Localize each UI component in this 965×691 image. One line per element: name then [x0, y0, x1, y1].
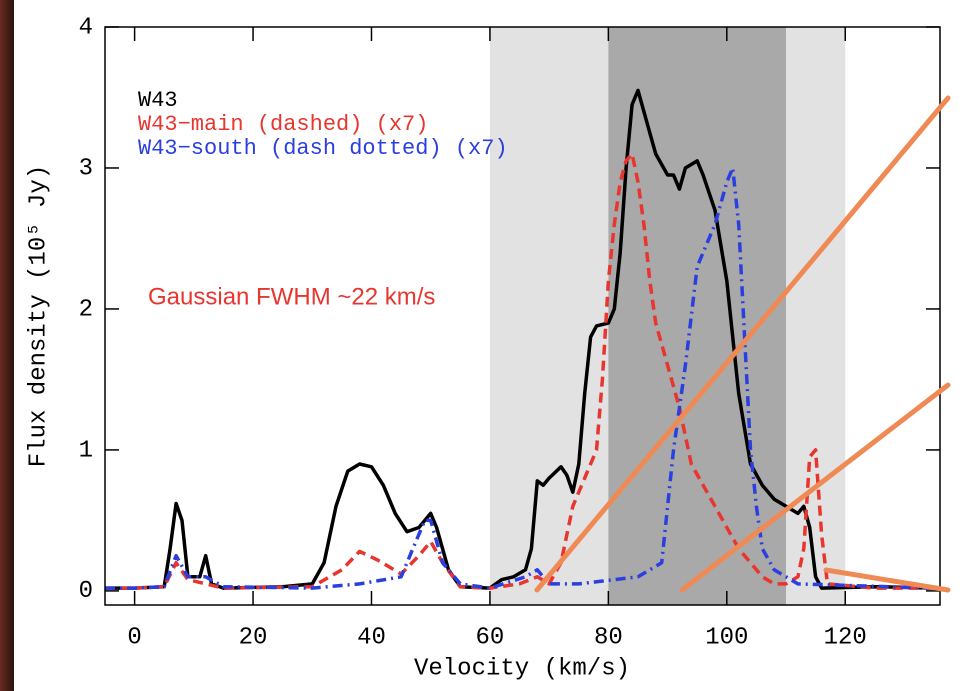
overlay-lines [534, 95, 951, 593]
slide-edge [0, 0, 14, 691]
y-tick-label: 3 [79, 155, 93, 182]
shaded-band [608, 27, 787, 605]
y-tick-label: 2 [79, 296, 93, 323]
x-axis-title: Velocity (km/s) [414, 655, 630, 682]
x-tick-label: 80 [594, 624, 623, 651]
x-tick-label: 20 [239, 624, 268, 651]
x-tick-label: 0 [127, 624, 141, 651]
axes: 0 20 40 60 80 100 120 0 1 2 3 4 [79, 14, 940, 651]
annotation: Gaussian FWHM ~22 km/s [148, 283, 435, 310]
x-tick-label: 120 [824, 624, 867, 651]
overlay-line [534, 95, 951, 593]
series-line [105, 166, 935, 590]
y-tick-label: 1 [79, 437, 93, 464]
series-line [105, 152, 935, 590]
legend-entry: W43−south (dash dotted) (x7) [138, 136, 508, 161]
x-tick-label: 40 [357, 624, 386, 651]
legend-entry: W43 [138, 88, 178, 113]
y-axis-title: Flux density (10⁵ Jy) [25, 165, 52, 467]
shaded-band [786, 27, 846, 605]
shaded-band [489, 27, 609, 605]
y-tick-label: 4 [79, 14, 93, 41]
legend-entry: W43−main (dashed) (x7) [138, 112, 428, 137]
plot-frame [104, 26, 941, 606]
overlay-line [823, 567, 951, 593]
y-tick-label: 0 [79, 578, 93, 605]
x-tick-label: 100 [705, 624, 748, 651]
x-tick-label: 60 [476, 624, 505, 651]
overlay-line [679, 382, 951, 593]
